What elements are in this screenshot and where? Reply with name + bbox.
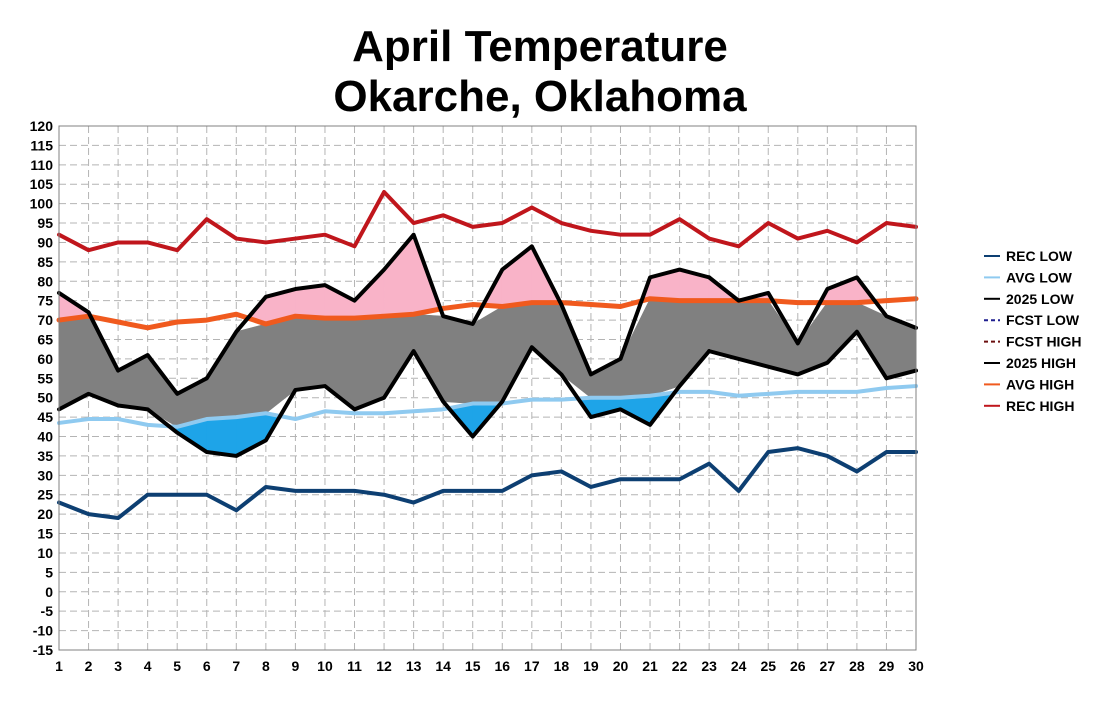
x-tick-label: 3 <box>114 658 122 674</box>
y-tick-label: 90 <box>37 234 53 250</box>
x-tick-label: 11 <box>347 658 362 674</box>
y-tick-label: 35 <box>37 448 53 464</box>
plot-frame <box>58 125 917 651</box>
legend-label-fcst-high: FCST HIGH <box>1006 334 1081 350</box>
x-tick-label: 25 <box>760 658 776 674</box>
series-line-rec-high <box>57 189 918 253</box>
y-tick-label: 70 <box>37 312 53 328</box>
x-tick-label: 24 <box>731 658 747 674</box>
normal-range-fill <box>295 315 326 391</box>
y-tick-label: 55 <box>37 370 53 386</box>
series-line-rec-low <box>57 446 918 521</box>
x-tick-label: 5 <box>173 658 181 674</box>
y-tick-label: 50 <box>37 390 53 406</box>
legend-label-fcst-low: FCST LOW <box>1006 312 1080 328</box>
y-tick-label: 5 <box>45 564 53 580</box>
y-tick-label: 110 <box>30 157 53 173</box>
normal-range-fill <box>442 315 474 404</box>
normal-range-fill <box>708 300 739 360</box>
chart-title: April Temperature Okarche, Oklahoma <box>0 22 1080 122</box>
x-tick-label: 20 <box>613 658 629 674</box>
y-tick-label: 15 <box>37 526 53 542</box>
y-tick-label: 95 <box>37 215 53 231</box>
x-tick-label: 29 <box>879 658 895 674</box>
x-tick-label: 10 <box>317 658 333 674</box>
y-tick-label: -5 <box>41 603 54 619</box>
x-tick-label: 17 <box>524 658 540 674</box>
series-line-2025-high <box>57 232 712 396</box>
x-tick-label: 4 <box>144 658 152 674</box>
series-line-fcst-high <box>707 275 918 346</box>
legend: REC LOW AVG LOW 2025 LOW FCST LOW FCST HIGH 2… <box>984 248 1081 414</box>
legend-label-2025-high: 2025 HIGH <box>1006 355 1076 371</box>
series-lines <box>56 189 919 521</box>
x-tick-label: 19 <box>583 658 599 674</box>
legend-label-rec-high: REC HIGH <box>1006 398 1074 414</box>
normal-range-fill <box>649 298 680 397</box>
normal-range-fill <box>472 305 503 404</box>
y-tick-label: 0 <box>45 584 53 600</box>
y-tick-label: 25 <box>37 487 53 503</box>
y-tick-label: 100 <box>30 196 54 212</box>
y-tick-label: 10 <box>37 545 53 561</box>
normal-range-fill <box>738 300 769 368</box>
normal-range-fill <box>236 323 267 418</box>
x-tick-label: 1 <box>55 658 63 674</box>
normal-range-fill <box>354 315 385 410</box>
y-tick-label: 105 <box>30 176 54 192</box>
y-tick-label: 80 <box>37 273 53 289</box>
series-line-avg-low <box>57 384 918 429</box>
band-fills <box>58 233 917 457</box>
chart-subtitle: Okarche, Oklahoma <box>333 72 747 121</box>
legend-label-avg-low: AVG LOW <box>1006 269 1073 285</box>
y-tick-label: 115 <box>30 137 53 153</box>
x-tick-label: 30 <box>908 658 924 674</box>
y-tick-label: 30 <box>37 467 53 483</box>
y-tick-label: 120 <box>30 118 54 134</box>
x-tick-label: 15 <box>465 658 481 674</box>
x-tick-label: 28 <box>849 658 865 674</box>
y-tick-label: 65 <box>37 331 53 347</box>
x-tick-label: 14 <box>435 658 451 674</box>
x-tick-label: 27 <box>820 658 836 674</box>
x-tick-label: 6 <box>203 658 211 674</box>
x-tick-label: 8 <box>262 658 270 674</box>
y-tick-label: 40 <box>37 429 53 445</box>
y-tick-label: 85 <box>37 254 53 270</box>
y-tick-label: 60 <box>37 351 53 367</box>
series-line-2025-low <box>57 345 712 458</box>
x-tick-label: 26 <box>790 658 806 674</box>
x-tick-label: 7 <box>232 658 240 674</box>
x-tick-label: 23 <box>701 658 717 674</box>
y-tick-label: 75 <box>37 293 53 309</box>
y-tick-label: -10 <box>33 623 53 639</box>
legend-label-avg-high: AVG HIGH <box>1006 376 1074 392</box>
y-tick-label: 45 <box>37 409 53 425</box>
x-tick-label: 2 <box>85 658 93 674</box>
x-tick-label: 13 <box>406 658 422 674</box>
x-tick-label: 21 <box>642 658 658 674</box>
x-tick-label: 16 <box>494 658 510 674</box>
x-tick-label: 22 <box>672 658 688 674</box>
axes: -15-10-505101520253035404550556065707580… <box>30 118 924 674</box>
y-tick-label: 20 <box>37 506 53 522</box>
x-tick-label: 18 <box>554 658 570 674</box>
legend-label-rec-low: REC LOW <box>1006 248 1073 264</box>
x-tick-label: 9 <box>292 658 300 674</box>
chart-title-line1: April Temperature <box>352 22 728 71</box>
x-tick-label: 12 <box>376 658 392 674</box>
series-line-fcst-low <box>707 329 918 381</box>
y-tick-label: -15 <box>33 642 53 658</box>
legend-label-2025-low: 2025 LOW <box>1006 291 1074 307</box>
below-normal-fill <box>206 416 237 457</box>
